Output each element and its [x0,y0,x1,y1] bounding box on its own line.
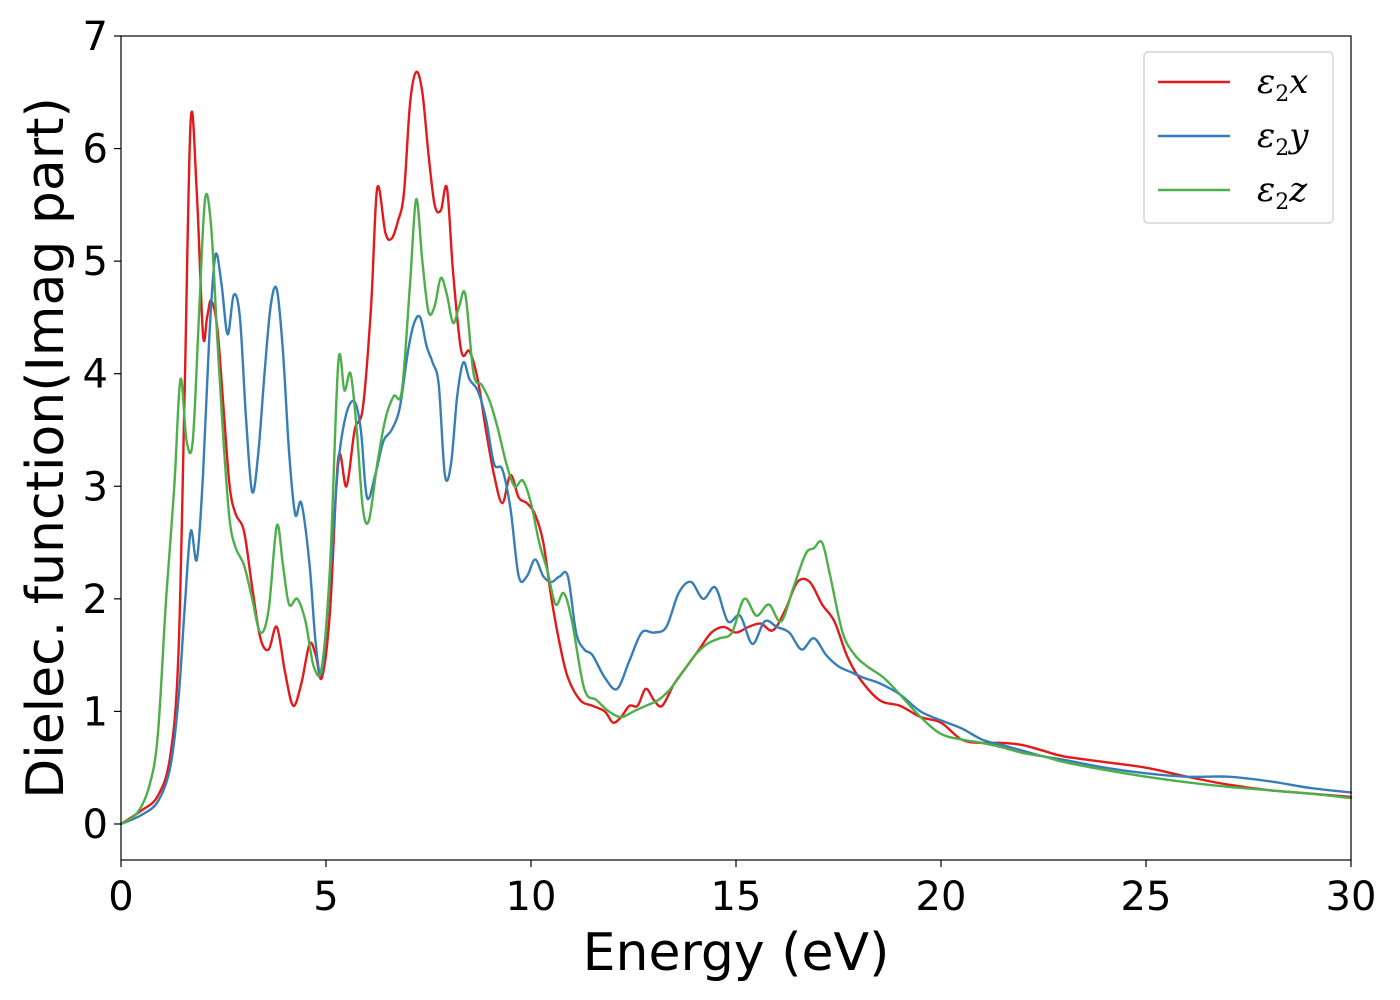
legend-label-y: ε2y [1257,116,1309,161]
legend-frame [1143,51,1334,224]
legend-label-x: ε2x [1257,62,1308,107]
x-axis: 0 5 10 15 20 25 30 [108,860,1376,920]
series-layer [119,70,1353,826]
series-line-z [119,192,1353,826]
x-tick-label: 30 [1326,874,1377,920]
x-tick-label: 15 [711,874,762,920]
y-axis-title: Dielec. function(Imag part) [16,97,76,799]
x-axis-title: Energy (eV) [583,923,890,983]
y-tick-label: 6 [83,127,108,173]
y-tick-label: 1 [83,689,108,735]
legend: ε2x ε2y ε2z [1143,51,1334,224]
y-axis: 0 1 2 3 4 5 6 7 [83,14,121,848]
series-line-y [119,252,1353,826]
y-tick-label: 3 [83,464,108,510]
x-tick-label: 10 [506,874,557,920]
x-tick-label: 25 [1121,874,1172,920]
x-tick-label: 20 [916,874,967,920]
y-tick-label: 4 [83,352,108,398]
y-tick-label: 0 [83,802,108,848]
series-line-x [119,70,1353,826]
legend-label-z: ε2z [1257,170,1308,215]
y-tick-label: 2 [83,577,108,623]
x-tick-label: 5 [313,874,338,920]
y-tick-label: 5 [83,239,108,285]
y-tick-label: 7 [83,14,108,60]
x-tick-label: 0 [108,874,133,920]
